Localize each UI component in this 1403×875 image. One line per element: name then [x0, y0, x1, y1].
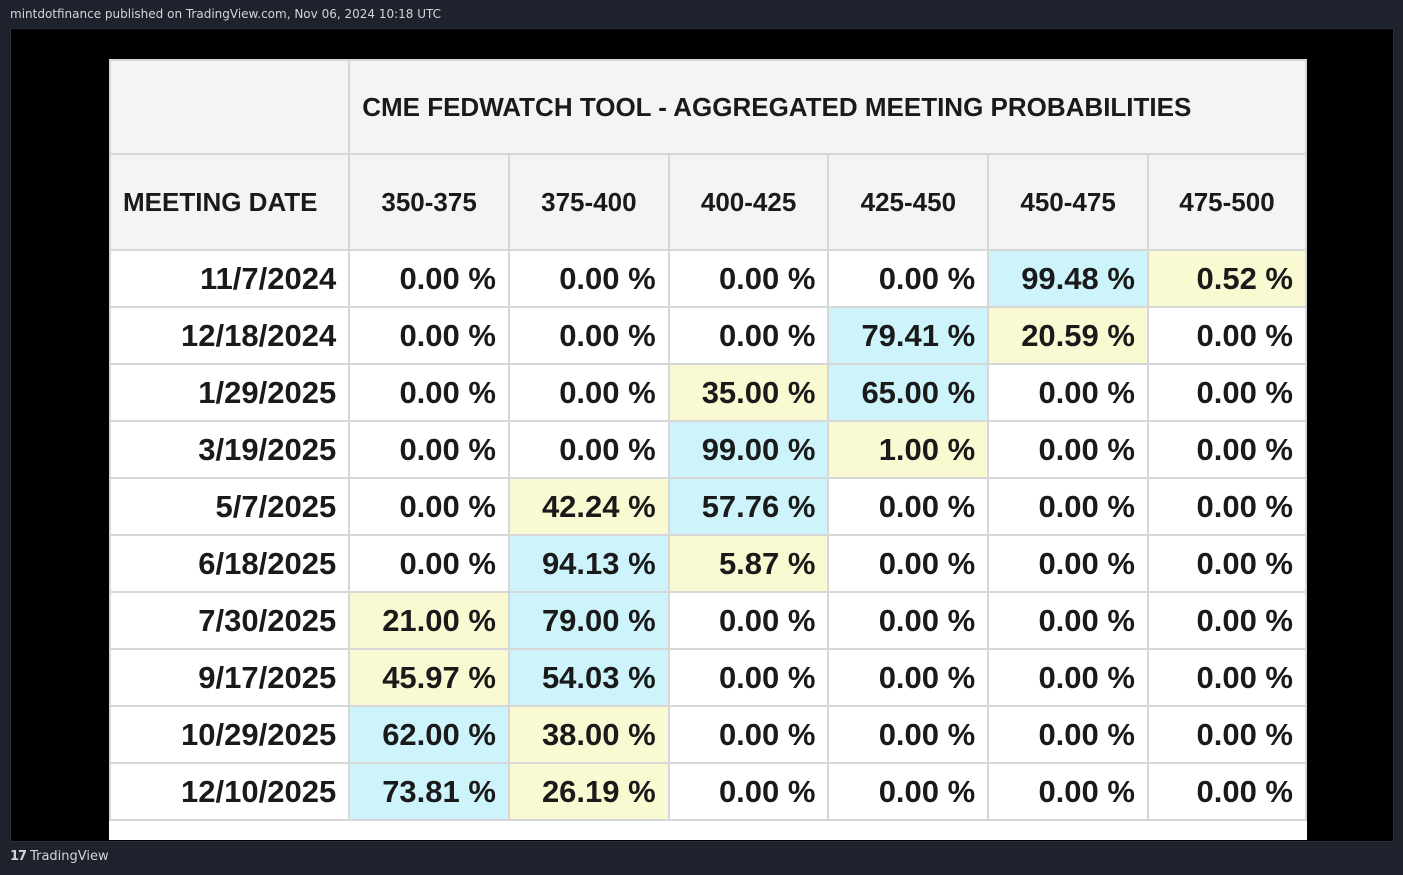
probability-cell: 0.00 %: [507, 420, 670, 479]
chart-frame: CME FEDWATCH TOOL - AGGREGATED MEETING P…: [10, 28, 1394, 842]
title-row: CME FEDWATCH TOOL - AGGREGATED MEETING P…: [109, 59, 1307, 155]
column-header-450-475: 450-475: [987, 153, 1149, 251]
meeting-date-cell: 12/18/2024: [109, 306, 351, 365]
probability-cell: 0.00 %: [987, 363, 1149, 422]
probability-cell: 79.41 %: [827, 306, 990, 365]
table-title: CME FEDWATCH TOOL - AGGREGATED MEETING P…: [348, 59, 1307, 155]
probability-cell: 0.52 %: [1146, 249, 1307, 308]
probability-cell: 21.00 %: [348, 591, 510, 650]
title-corner-cell: [109, 59, 351, 155]
table-row: 9/17/2025 45.97 % 54.03 % 0.00 % 0.00 % 0.00 …: [109, 648, 1307, 707]
meeting-date-cell: 11/7/2024: [109, 249, 351, 308]
probability-cell: 0.00 %: [827, 762, 990, 821]
table-row: 10/29/2025 62.00 % 38.00 % 0.00 % 0.00 % 0.00…: [109, 705, 1307, 764]
probability-cell: 0.00 %: [987, 705, 1149, 764]
table-row: 7/30/2025 21.00 % 79.00 % 0.00 % 0.00 % 0.00 …: [109, 591, 1307, 650]
fedwatch-table: CME FEDWATCH TOOL - AGGREGATED MEETING P…: [109, 59, 1307, 821]
probability-cell: 0.00 %: [827, 534, 990, 593]
meeting-date-cell: 12/10/2025: [109, 762, 351, 821]
probability-cell: 99.48 %: [987, 249, 1149, 308]
column-header-425-450: 425-450: [827, 153, 990, 251]
probability-cell: 0.00 %: [507, 249, 670, 308]
probability-cell: 0.00 %: [827, 648, 990, 707]
probability-cell: 0.00 %: [827, 591, 990, 650]
probability-cell: 20.59 %: [987, 306, 1149, 365]
probability-cell: 0.00 %: [827, 705, 990, 764]
column-header-400-425: 400-425: [667, 153, 830, 251]
tradingview-logo-icon[interactable]: 17: [10, 849, 27, 864]
probability-cell: 0.00 %: [987, 762, 1149, 821]
probability-cell: 0.00 %: [987, 534, 1149, 593]
probability-cell: 0.00 %: [507, 306, 670, 365]
meeting-date-cell: 3/19/2025: [109, 420, 351, 479]
probability-cell: 73.81 %: [348, 762, 510, 821]
probability-cell: 0.00 %: [1146, 648, 1307, 707]
publish-info: mintdotfinance published on TradingView.…: [10, 7, 442, 21]
probability-cell: 0.00 %: [1146, 705, 1307, 764]
probability-cell: 0.00 %: [1146, 306, 1307, 365]
column-header-475-500: 475-500: [1146, 153, 1307, 251]
probability-cell: 54.03 %: [507, 648, 670, 707]
probability-cell: 0.00 %: [1146, 477, 1307, 536]
probability-cell: 0.00 %: [1146, 420, 1307, 479]
table-row: 12/10/2025 73.81 % 26.19 % 0.00 % 0.00 % 0.00…: [109, 762, 1307, 821]
table-row: 11/7/2024 0.00 % 0.00 % 0.00 % 0.00 % 99.48 %…: [109, 249, 1307, 308]
probability-cell: 94.13 %: [507, 534, 670, 593]
probability-cell: 35.00 %: [667, 363, 830, 422]
probability-cell: 79.00 %: [507, 591, 670, 650]
probability-cell: 65.00 %: [827, 363, 990, 422]
table-row: 12/18/2024 0.00 % 0.00 % 0.00 % 79.41 % 20.59…: [109, 306, 1307, 365]
probability-cell: 45.97 %: [348, 648, 510, 707]
probability-cell: 0.00 %: [667, 306, 830, 365]
table-row: 6/18/2025 0.00 % 94.13 % 5.87 % 0.00 % 0.00 %…: [109, 534, 1307, 593]
probability-cell: 0.00 %: [667, 591, 830, 650]
probability-cell: 0.00 %: [667, 762, 830, 821]
table-row: 5/7/2025 0.00 % 42.24 % 57.76 % 0.00 % 0.00 %…: [109, 477, 1307, 536]
probability-cell: 0.00 %: [1146, 762, 1307, 821]
probability-cell: 57.76 %: [667, 477, 830, 536]
header-row: MEETING DATE 350-375 375-400 400-425 425…: [109, 153, 1307, 251]
column-header-meeting-date: MEETING DATE: [109, 153, 351, 251]
brand-name[interactable]: TradingView: [30, 849, 109, 864]
table-row: 1/29/2025 0.00 % 0.00 % 35.00 % 65.00 % 0.00 …: [109, 363, 1307, 422]
probability-cell: 62.00 %: [348, 705, 510, 764]
probability-cell: 0.00 %: [348, 306, 510, 365]
meeting-date-cell: 1/29/2025: [109, 363, 351, 422]
probability-cell: 42.24 %: [507, 477, 670, 536]
probability-cell: 99.00 %: [667, 420, 830, 479]
meeting-date-cell: 7/30/2025: [109, 591, 351, 650]
column-header-375-400: 375-400: [507, 153, 670, 251]
probability-cell: 0.00 %: [987, 477, 1149, 536]
table-row: 3/19/2025 0.00 % 0.00 % 99.00 % 1.00 % 0.00 %…: [109, 420, 1307, 479]
meeting-date-cell: 9/17/2025: [109, 648, 351, 707]
probability-cell: 26.19 %: [507, 762, 670, 821]
probability-cell: 0.00 %: [827, 477, 990, 536]
probability-cell: 0.00 %: [348, 363, 510, 422]
probability-cell: 0.00 %: [348, 249, 510, 308]
probability-cell: 0.00 %: [667, 249, 830, 308]
meeting-date-cell: 10/29/2025: [109, 705, 351, 764]
column-header-350-375: 350-375: [348, 153, 510, 251]
meeting-date-cell: 5/7/2025: [109, 477, 351, 536]
probability-cell: 0.00 %: [1146, 534, 1307, 593]
probability-cell: 0.00 %: [827, 249, 990, 308]
probability-cell: 0.00 %: [667, 648, 830, 707]
probability-cell: 5.87 %: [667, 534, 830, 593]
probability-cell: 0.00 %: [348, 420, 510, 479]
fedwatch-table-container: CME FEDWATCH TOOL - AGGREGATED MEETING P…: [109, 59, 1307, 840]
probability-cell: 0.00 %: [348, 534, 510, 593]
probability-cell: 1.00 %: [827, 420, 990, 479]
probability-cell: 0.00 %: [348, 477, 510, 536]
footer-branding: 17 TradingView: [10, 849, 109, 864]
meeting-date-cell: 6/18/2025: [109, 534, 351, 593]
probability-cell: 0.00 %: [987, 591, 1149, 650]
probability-cell: 0.00 %: [507, 363, 670, 422]
probability-cell: 0.00 %: [987, 648, 1149, 707]
probability-cell: 0.00 %: [1146, 591, 1307, 650]
table-body: CME FEDWATCH TOOL - AGGREGATED MEETING P…: [109, 59, 1307, 821]
probability-cell: 38.00 %: [507, 705, 670, 764]
probability-cell: 0.00 %: [667, 705, 830, 764]
probability-cell: 0.00 %: [987, 420, 1149, 479]
probability-cell: 0.00 %: [1146, 363, 1307, 422]
